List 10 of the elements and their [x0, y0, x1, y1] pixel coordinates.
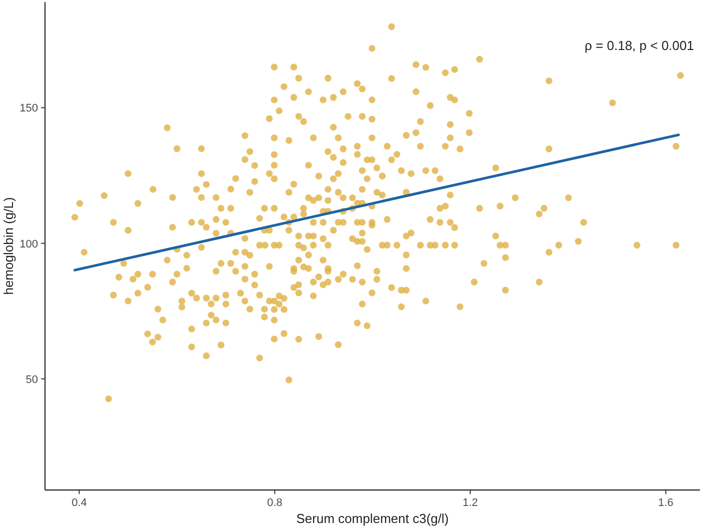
x-tick-label: 0.8	[267, 497, 282, 509]
x-tick-label: 0.4	[72, 497, 87, 509]
y-tick-label: 100	[20, 238, 38, 250]
y-tick-label: 150	[20, 102, 38, 115]
x-tick-label: 1.6	[658, 497, 674, 509]
y-axis-title: hemoglobin (g/L)	[1, 197, 16, 295]
y-tick-label: 50	[26, 374, 38, 386]
x-tick-label: 1.2	[462, 497, 478, 509]
x-axis-title: Serum complement c3(g/l)	[296, 511, 449, 526]
annotation: ρ = 0.18, p < 0.001	[584, 38, 694, 53]
